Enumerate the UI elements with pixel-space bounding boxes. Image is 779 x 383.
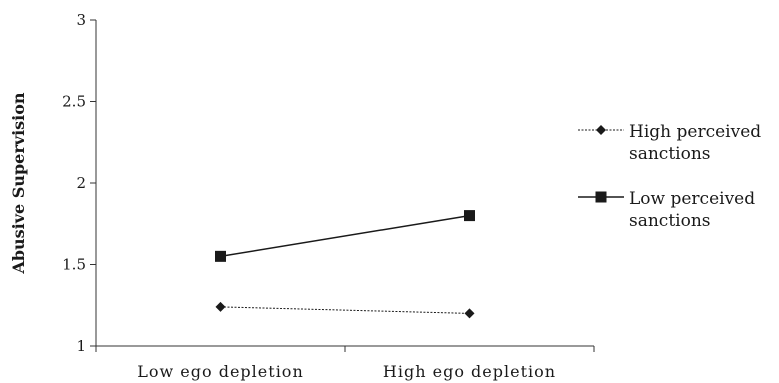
axes bbox=[90, 19, 595, 352]
data-point bbox=[215, 250, 226, 262]
series-line bbox=[220, 214, 470, 258]
y-axis-title: Abusive Supervision bbox=[9, 92, 28, 274]
series-line bbox=[220, 306, 470, 314]
y-tick-label: 2 bbox=[76, 174, 86, 192]
legend-label: sanctions bbox=[629, 144, 711, 164]
y-tick-labels: 1 1.5 2 2.5 3 bbox=[62, 11, 86, 355]
data-point bbox=[464, 308, 475, 319]
x-tick-labels: Low ego depletion High ego depletion bbox=[137, 362, 556, 381]
data-point bbox=[215, 301, 226, 312]
legend-marker bbox=[596, 125, 606, 135]
y-tick-label: 3 bbox=[76, 11, 86, 29]
legend-label: High perceived bbox=[629, 122, 761, 142]
y-tick-label: 1 bbox=[76, 337, 86, 355]
legend-label: sanctions bbox=[629, 211, 711, 231]
data-point bbox=[464, 210, 475, 222]
x-tick-label: High ego depletion bbox=[383, 362, 556, 381]
x-tick-label: Low ego depletion bbox=[137, 362, 304, 381]
y-tick-label: 2.5 bbox=[62, 93, 86, 111]
series-1 bbox=[215, 210, 475, 262]
legend-label: Low perceived bbox=[629, 189, 755, 209]
legend-marker bbox=[595, 191, 607, 203]
y-tick-label: 1.5 bbox=[62, 256, 86, 274]
series-layer bbox=[215, 210, 475, 319]
series-0 bbox=[215, 301, 475, 319]
